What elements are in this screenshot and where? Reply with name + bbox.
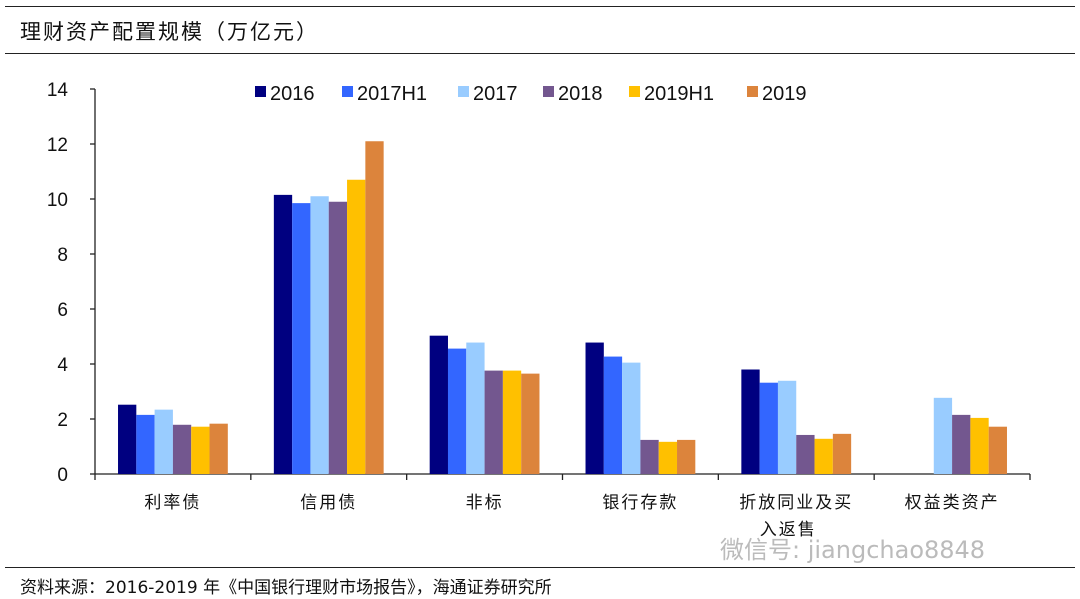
bar-2017H1-4	[759, 382, 778, 474]
title-rule	[5, 53, 1075, 54]
bar-2016-4	[741, 369, 760, 474]
bar-2019H1-3	[658, 441, 678, 474]
bar-2017-1	[310, 196, 329, 474]
bar-2016-2	[429, 335, 448, 474]
bottom-rule	[5, 567, 1075, 568]
legend-label-2016: 2016	[270, 83, 315, 105]
y-tick-label: 4	[57, 355, 68, 376]
bar-2019-3	[677, 439, 696, 474]
y-tick-label: 8	[57, 245, 68, 266]
top-rule	[5, 6, 1075, 7]
bar-2018-4	[796, 434, 815, 474]
bar-2019H1-0	[191, 426, 210, 474]
y-tick-label: 0	[57, 465, 68, 486]
legend-swatch-2018	[543, 86, 554, 97]
bar-2017-0	[154, 409, 173, 474]
legend-label-2019: 2019	[762, 83, 807, 105]
bar-2018-2	[484, 370, 503, 474]
bar-2019-5	[988, 426, 1007, 474]
bar-2019-0	[209, 423, 228, 474]
bar-2017H1-2	[447, 348, 467, 474]
bar-2019H1-2	[502, 370, 522, 474]
bar-2019H1-1	[347, 179, 366, 474]
legend-label-2017H1: 2017H1	[357, 83, 427, 105]
legend-swatch-2017	[458, 86, 469, 97]
legend-label-2018: 2018	[558, 83, 603, 105]
x-category-label: 入返售	[760, 520, 817, 540]
bar-2016-1	[273, 194, 293, 474]
legend-swatch-2019	[747, 86, 758, 97]
x-category-label: 信用债	[300, 493, 357, 513]
bar-2016-3	[585, 342, 604, 474]
bar-2018-3	[640, 439, 659, 474]
bar-2016-0	[118, 404, 137, 474]
watermark: 微信号: jiangchao8848	[720, 536, 986, 564]
y-tick-label: 6	[57, 300, 68, 321]
bar-2017H1-1	[292, 203, 311, 474]
bar-2017-3	[622, 362, 641, 474]
y-tick-label: 14	[47, 80, 69, 101]
y-tick-label: 12	[47, 135, 68, 156]
legend-label-2017: 2017	[473, 83, 518, 105]
bar-2019H1-4	[814, 438, 833, 474]
source-note: 资料来源：2016-2019 年《中国银行理财市场报告》，海通证券研究所	[20, 578, 552, 598]
y-tick-label: 2	[57, 410, 68, 431]
bar-2018-5	[952, 414, 971, 474]
bar-2017H1-3	[603, 356, 623, 474]
legend-label-2019H1: 2019H1	[644, 83, 714, 105]
x-category-label: 权益类资产	[905, 493, 1000, 513]
bar-2019-1	[365, 141, 384, 474]
bar-2019-2	[521, 373, 540, 474]
bar-2018-0	[172, 424, 192, 474]
x-category-label: 银行存款	[602, 493, 678, 513]
y-tick-label: 10	[47, 190, 68, 211]
bar-2019-4	[832, 433, 852, 474]
x-category-label: 非标	[466, 493, 504, 513]
legend-swatch-2019H1	[629, 86, 640, 97]
bar-2017-2	[466, 342, 485, 474]
bar-2018-1	[328, 201, 348, 474]
x-category-label: 折放同业及买	[739, 493, 853, 513]
bar-2017-5	[933, 397, 953, 474]
chart-title: 理财资产配置规模（万亿元）	[20, 20, 319, 44]
bar-2019H1-5	[970, 417, 989, 474]
bar-2017H1-0	[136, 414, 155, 474]
x-category-label: 利率债	[144, 493, 201, 513]
legend-swatch-2017H1	[342, 86, 353, 97]
legend-swatch-2016	[255, 86, 266, 97]
bar-2017-4	[777, 380, 797, 474]
